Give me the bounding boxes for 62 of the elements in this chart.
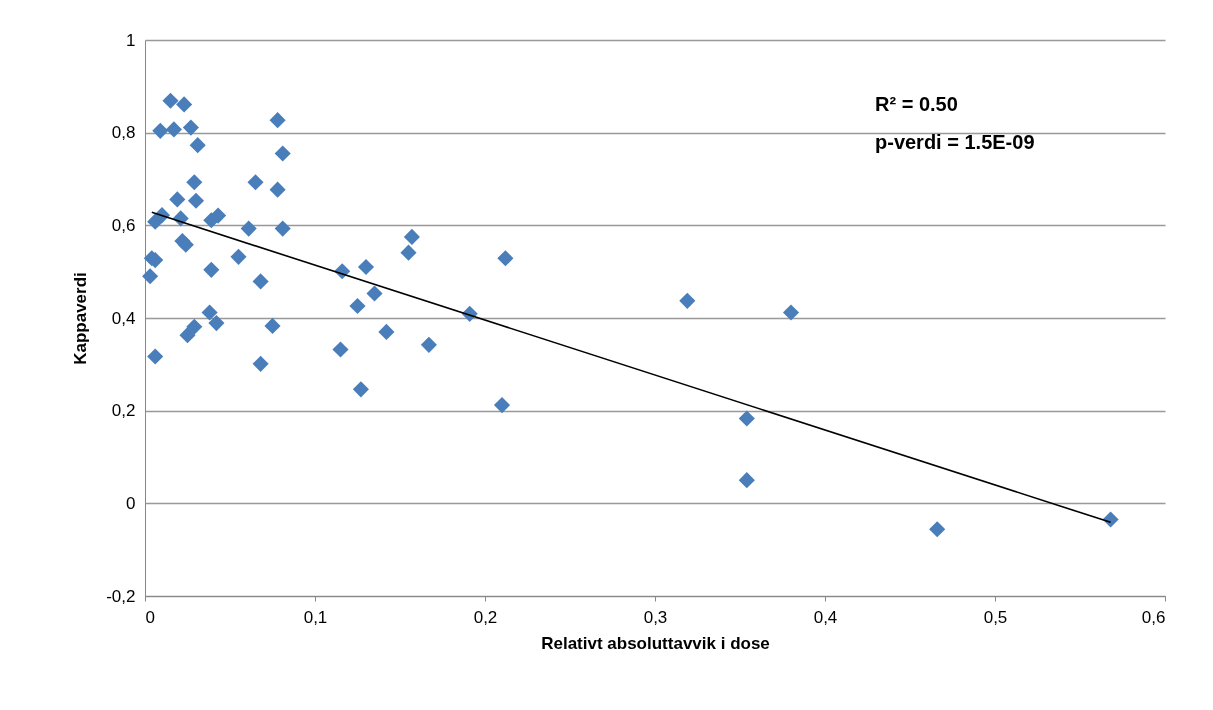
point [357,258,375,276]
y-tick-label: 0 [126,493,136,513]
point [352,381,369,398]
point [240,220,257,237]
point [169,191,186,208]
point [147,348,164,365]
point [179,327,196,344]
point [189,137,206,154]
point [247,174,264,191]
x-tick-label: 0,5 [983,607,1008,627]
point [738,410,755,427]
point [186,318,203,335]
y-tick-label: 0,6 [111,215,136,235]
point [264,317,281,334]
point [929,521,946,538]
point [274,220,291,237]
x-tick-label: 0,3 [643,607,668,627]
point [493,397,511,414]
point [420,336,437,353]
annotation: p-verdi = 1.5E-09 [875,131,1035,153]
point [274,145,291,162]
y-tick-label: 0,4 [111,308,136,328]
point [182,119,199,136]
point [162,92,179,109]
point [186,174,203,191]
y-tick-label: -0,2 [106,586,136,606]
point [738,472,755,489]
point [497,250,514,267]
y-tick-label: 1 [126,30,136,50]
point [187,192,205,209]
point [203,261,220,278]
point [400,244,417,261]
point [201,304,218,321]
point [269,181,286,198]
point [208,315,225,332]
point [332,341,349,358]
y-tick-label: 0,8 [111,123,136,143]
x-tick-label: 0,6 [1141,607,1166,627]
point [378,323,395,340]
point [230,248,247,265]
point [210,207,227,224]
point [152,122,169,139]
x-tick-label: 0,1 [303,607,328,627]
x-axis-title: Relativt absoluttavvik i dose [541,633,770,653]
point [349,297,366,315]
point [147,213,164,230]
x-tick-label: 0 [145,607,155,627]
y-tick-label: 0,2 [111,401,136,421]
point [142,268,159,285]
point [679,292,696,309]
point [782,304,800,321]
point [165,121,182,138]
point [176,96,193,113]
point [403,228,420,245]
annotation: R² = 0.50 [875,93,958,115]
x-tick-label: 0,2 [473,607,498,627]
y-axis-title: Kappaverdi [71,272,91,365]
point [252,273,269,290]
x-tick-label: 0,4 [813,607,838,627]
point [269,112,286,129]
point [366,285,383,302]
point [252,355,269,372]
